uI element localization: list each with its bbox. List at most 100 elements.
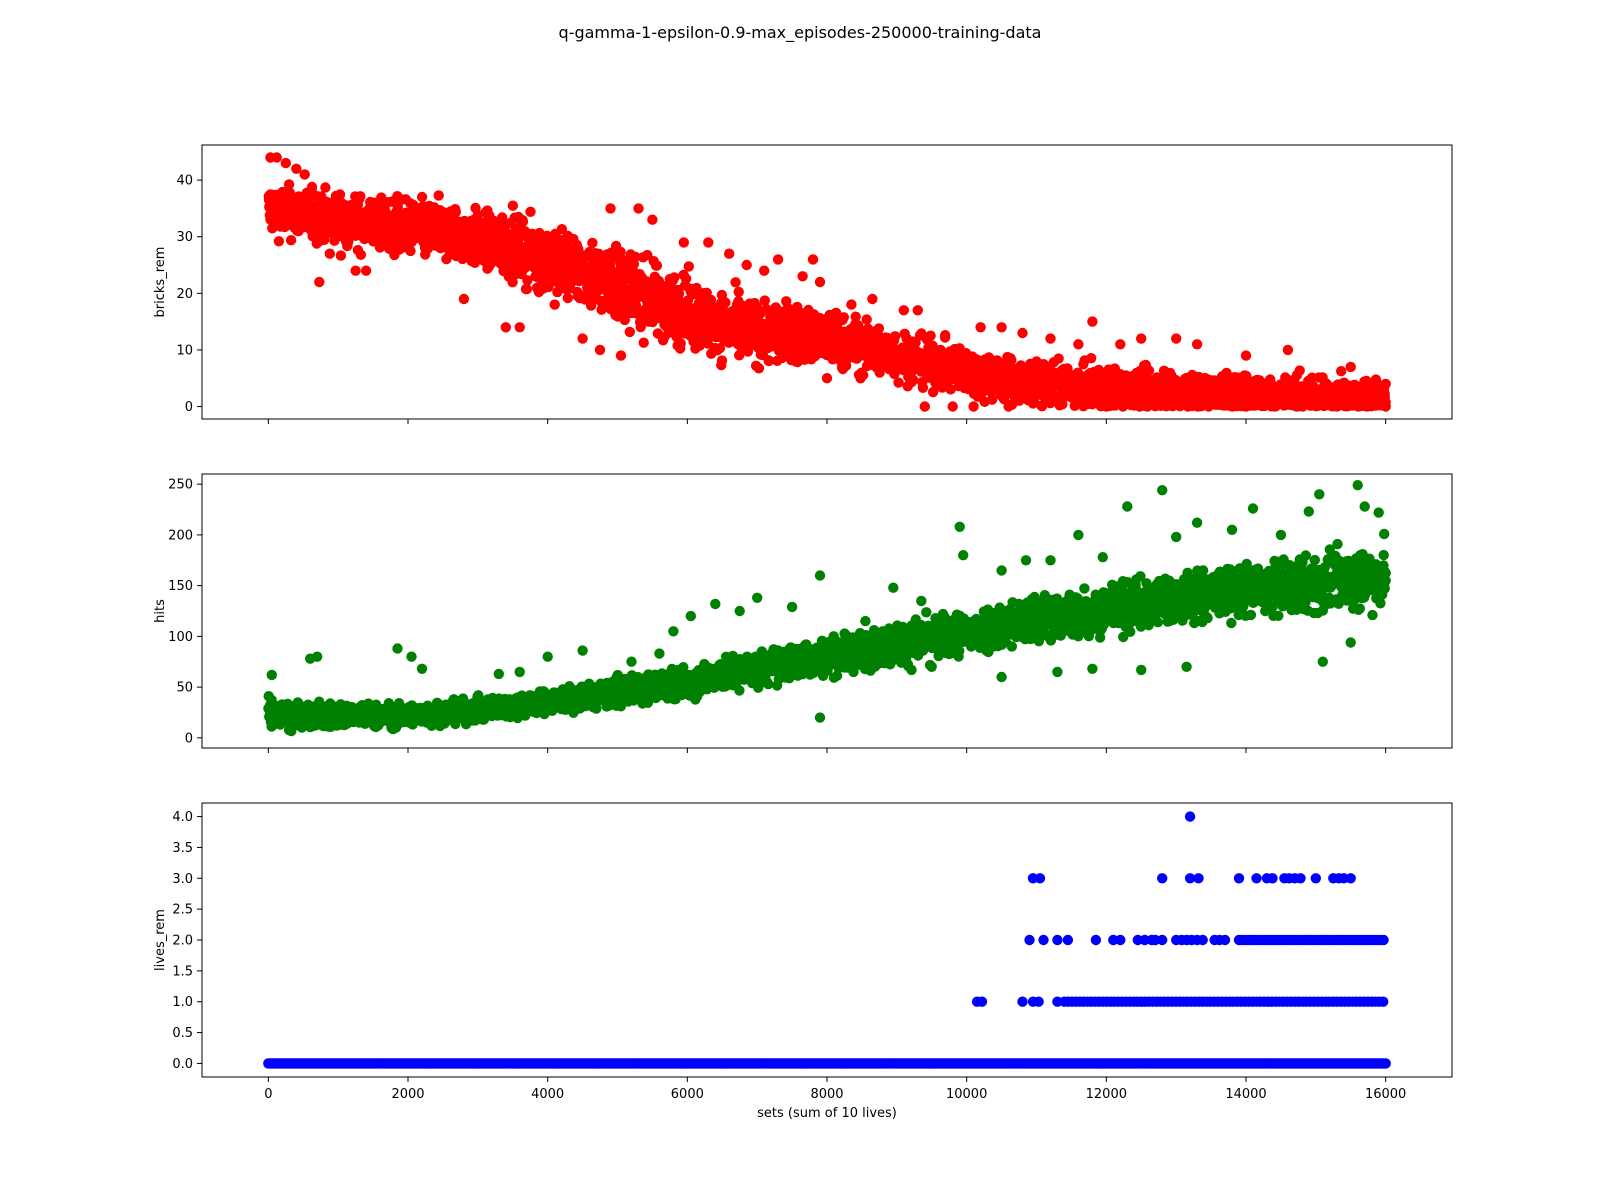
data-point	[1101, 401, 1112, 412]
data-point	[1221, 367, 1232, 379]
data-point	[549, 299, 560, 310]
data-point	[350, 265, 361, 276]
data-point	[986, 394, 998, 405]
data-point	[280, 157, 291, 169]
data-point	[1336, 366, 1347, 377]
data-point	[651, 260, 663, 271]
data-point	[271, 152, 282, 163]
data-point	[355, 249, 367, 260]
data-point	[742, 346, 754, 357]
data-point	[283, 179, 295, 190]
data-point	[772, 254, 784, 265]
data-point	[759, 295, 770, 306]
data-point	[940, 330, 951, 341]
data-point	[1240, 350, 1252, 361]
data-point	[1282, 344, 1294, 356]
data-point	[1191, 339, 1203, 350]
y-tick-label: 20	[176, 287, 193, 302]
data-point	[1136, 333, 1147, 344]
data-point	[525, 206, 536, 217]
data-point	[720, 297, 731, 308]
data-point	[605, 203, 616, 214]
data-point	[763, 355, 775, 367]
data-point	[324, 248, 335, 259]
data-point	[360, 265, 372, 276]
data-point	[517, 216, 529, 227]
data-point	[898, 305, 909, 316]
data-point	[285, 235, 297, 246]
data-point	[1017, 327, 1028, 339]
data-point	[678, 237, 689, 248]
data-point	[821, 373, 833, 384]
data-point	[975, 322, 986, 333]
data-point	[273, 236, 285, 247]
data-point	[1045, 333, 1056, 344]
data-point	[314, 276, 325, 288]
data-point	[1380, 401, 1391, 412]
data-point	[299, 169, 310, 180]
data-point	[675, 338, 686, 349]
data-point	[507, 277, 518, 288]
data-point	[587, 237, 598, 249]
data-point	[850, 311, 861, 322]
data-point	[615, 246, 626, 258]
y-axis-label: bricks_rem	[153, 247, 168, 318]
data-point	[867, 293, 878, 305]
data-point	[1086, 353, 1097, 364]
data-point	[564, 280, 576, 291]
data-point	[355, 191, 366, 202]
data-point	[683, 261, 694, 272]
data-point	[759, 265, 770, 276]
data-point	[680, 273, 692, 284]
data-point	[522, 275, 533, 286]
data-point	[919, 401, 930, 412]
data-point	[1380, 378, 1391, 390]
data-point	[472, 209, 483, 221]
data-point	[335, 250, 347, 261]
data-point	[908, 374, 919, 386]
data-point	[814, 276, 826, 288]
data-point	[703, 237, 714, 248]
data-point	[838, 312, 849, 323]
data-point	[1143, 365, 1155, 376]
data-point	[857, 369, 869, 381]
data-point	[638, 337, 649, 348]
data-point	[405, 245, 416, 257]
data-point	[669, 272, 680, 283]
y-tick-label: 0	[185, 400, 193, 415]
data-point	[1003, 401, 1014, 412]
y-tick-label: 30	[176, 230, 193, 245]
data-point	[807, 254, 819, 265]
data-point	[1345, 361, 1356, 373]
data-point	[1087, 316, 1098, 327]
data-point	[968, 401, 979, 412]
data-point	[716, 355, 728, 366]
x-axis	[267, 419, 1387, 424]
y-tick-label: 10	[176, 343, 193, 358]
data-point	[334, 189, 346, 200]
data-point	[890, 331, 901, 342]
data-point	[753, 363, 765, 374]
data-point	[947, 401, 958, 412]
y-tick-label: 40	[176, 174, 193, 189]
data-point	[1294, 365, 1305, 376]
y-axis: 0 10 20 30 40	[176, 174, 202, 415]
data-point	[1240, 401, 1252, 412]
data-point	[678, 662, 689, 673]
data-point	[893, 377, 904, 388]
data-point	[507, 200, 519, 211]
data-point	[933, 378, 944, 390]
data-point	[846, 299, 857, 310]
data-point	[521, 283, 532, 295]
data-point	[647, 214, 658, 225]
data-point	[615, 350, 627, 361]
data-point	[450, 206, 461, 218]
data-point	[500, 322, 511, 333]
data-point	[945, 384, 956, 395]
figure-title: q-gamma-1-epsilon-0.9-max_episodes-25000…	[559, 23, 1042, 43]
data-point	[556, 224, 568, 235]
data-point	[724, 248, 735, 259]
data-point	[433, 190, 444, 201]
data-point	[458, 293, 470, 305]
